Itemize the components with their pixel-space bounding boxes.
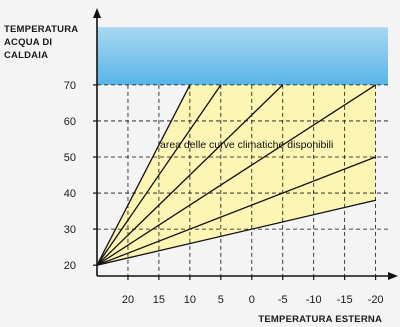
- x-tick-label-1: 15: [153, 294, 165, 306]
- y-axis-title-line-3: CALDAIA: [4, 50, 48, 61]
- climatic-curve-1: [96, 84, 191, 266]
- x-tick-label-4: 0: [249, 294, 255, 306]
- y-tick-label-5: 70: [64, 80, 76, 92]
- y-axis-arrow: [93, 8, 101, 18]
- climatic-curve-2: [96, 84, 222, 266]
- x-axis-title: TEMPERATURA ESTERNA: [258, 314, 382, 325]
- x-tick-label-0: 20: [122, 294, 134, 306]
- x-axis-arrow: [388, 272, 398, 280]
- x-tick-label-6: -10: [306, 294, 322, 306]
- high-temperature-zone: [97, 27, 388, 85]
- climatic-curve-5: [96, 156, 376, 266]
- x-tick-label-7: -15: [337, 294, 353, 306]
- y-tick-label-1: 30: [64, 224, 76, 236]
- climatic-curve-6: [96, 199, 376, 266]
- y-tick-label-0: 20: [64, 260, 76, 272]
- x-tick-label-3: 5: [218, 294, 224, 306]
- y-tick-label-3: 50: [64, 152, 76, 164]
- climatic-curve-3: [96, 84, 284, 266]
- y-axis-title-line-1: TEMPERATURA: [4, 24, 78, 35]
- x-tick-label-2: 10: [184, 294, 196, 306]
- y-tick-label-4: 60: [64, 116, 76, 128]
- x-tick-label-5: -5: [278, 294, 288, 306]
- y-axis-title-line-2: ACQUA DI: [4, 37, 52, 48]
- x-tick-label-8: -20: [368, 294, 384, 306]
- climatic-curve-4: [96, 84, 376, 266]
- y-tick-label-2: 40: [64, 188, 76, 200]
- annotation-area-label: area delle curve climatiche disponibili: [160, 139, 333, 151]
